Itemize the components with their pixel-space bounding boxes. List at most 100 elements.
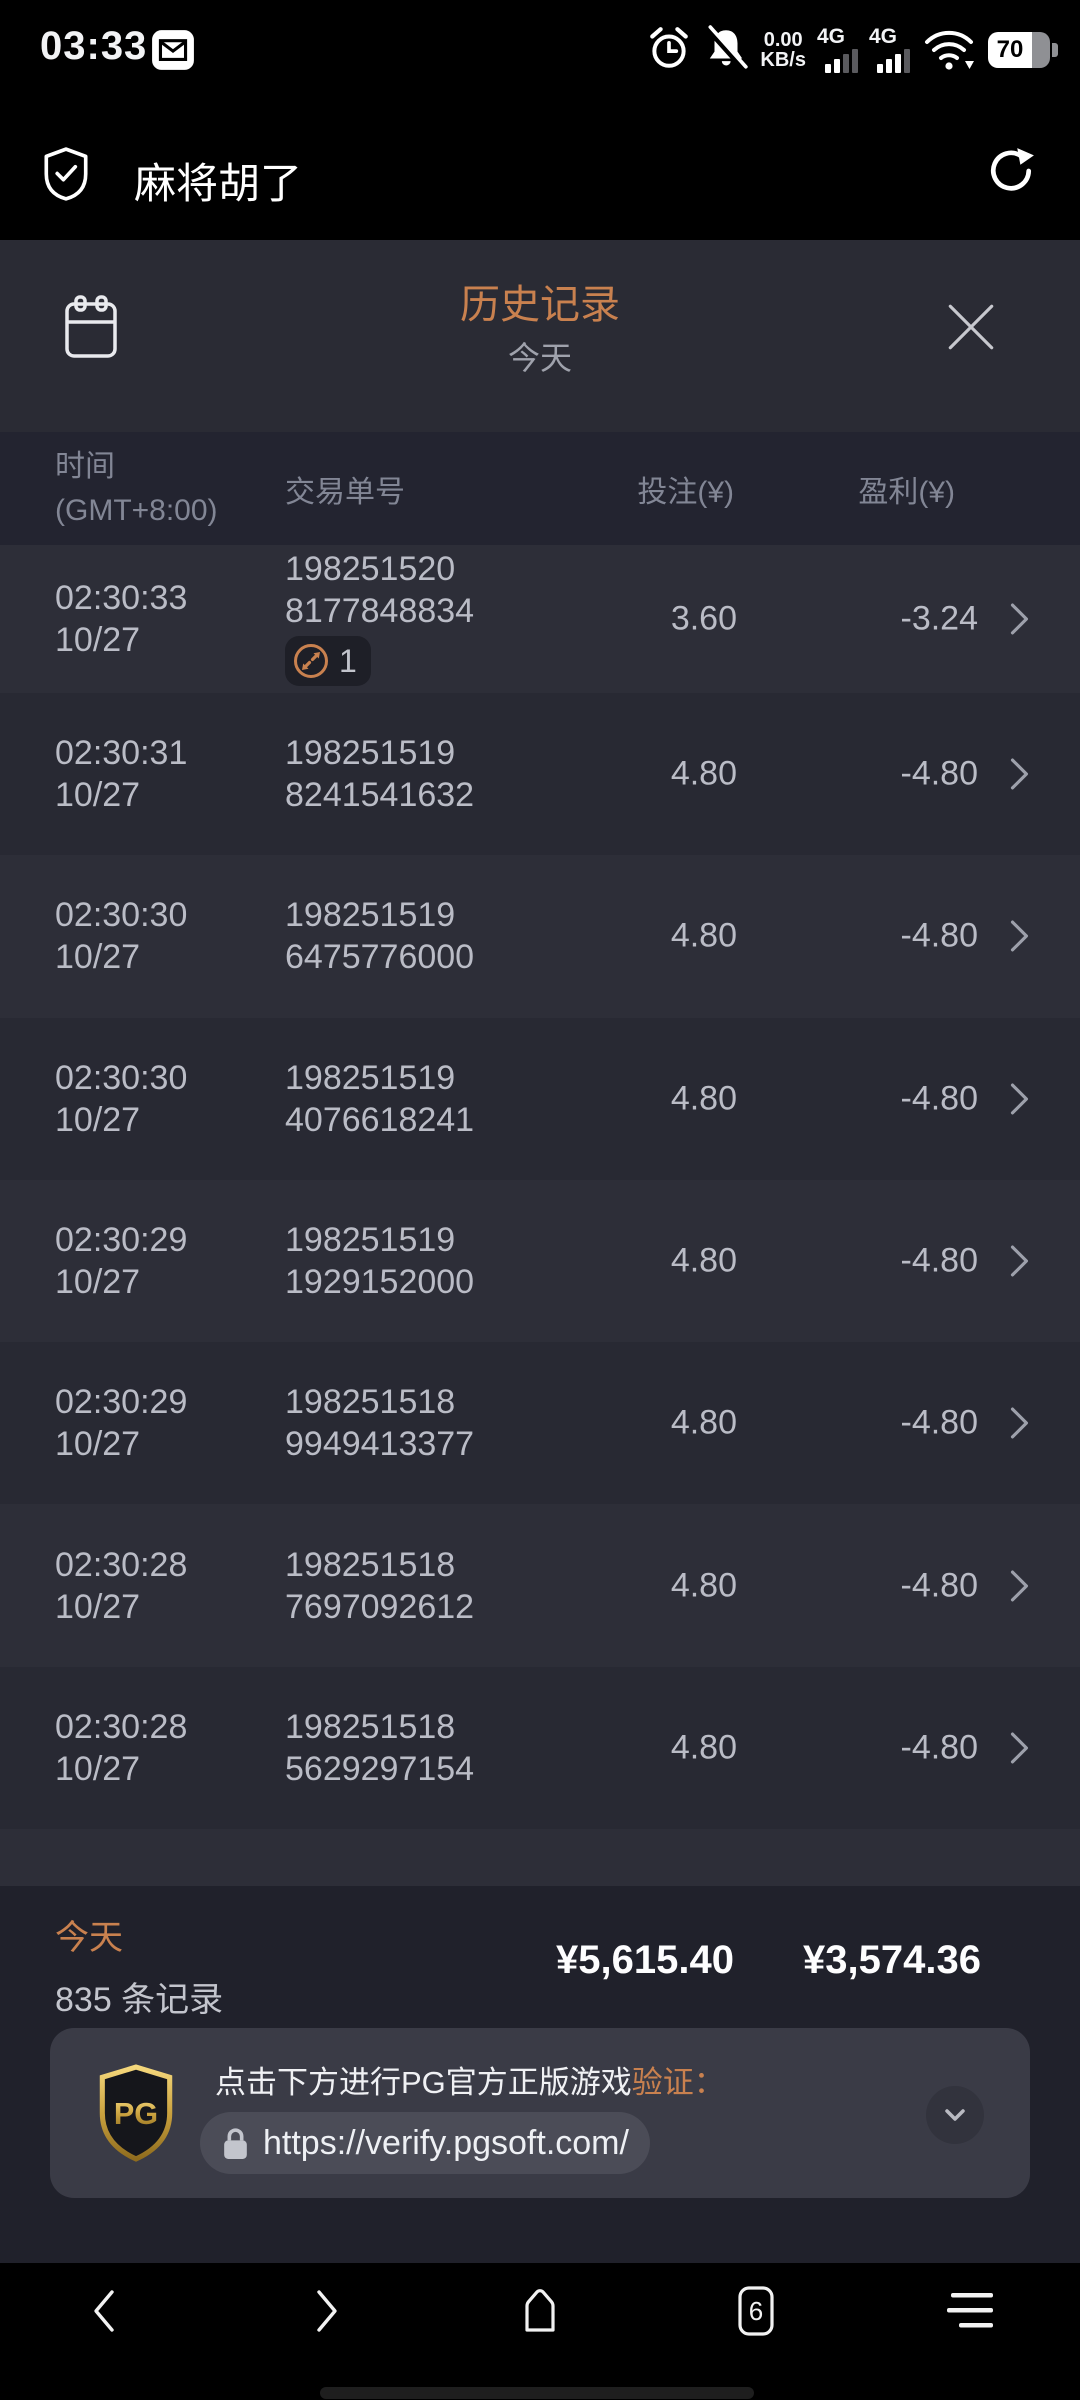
row-bet-amount: 4.80 — [670, 1728, 737, 1767]
nav-forward-button[interactable] — [296, 2283, 352, 2339]
table-row[interactable]: 02:30:33 10/27 198251520 8177848834 1 3.60… — [0, 545, 1080, 693]
row-transaction-id: 198251518 5629297154 — [285, 1707, 475, 1788]
history-panel: 历史记录 今天 时间 (GMT+8:00) 交易单号 投注(¥) 盈利(¥) 0… — [0, 240, 1080, 2264]
row-transaction-id: 198251518 9949413377 — [285, 1383, 475, 1464]
lock-icon — [224, 2127, 247, 2159]
summary-period: 今天 — [55, 1919, 123, 1958]
row-profit-amount: -4.80 — [900, 916, 979, 955]
table-row[interactable]: 02:30:30 10/27 198251519 4076618241 4.80 -… — [0, 1017, 1080, 1180]
sim1-signal-icon: 4G — [817, 26, 858, 73]
row-profit-amount: -3.24 — [900, 599, 979, 638]
close-icon[interactable] — [942, 298, 1000, 361]
table-header: 时间 (GMT+8:00) 交易单号 投注(¥) 盈利(¥) — [0, 432, 1080, 545]
panel-title: 历史记录 — [460, 283, 620, 327]
chevron-right-icon — [1010, 1570, 1029, 1602]
summary-total-profit: ¥3,574.36 — [803, 1938, 981, 1983]
row-profit-amount: -4.80 — [900, 1241, 979, 1280]
row-time: 02:30:29 10/27 — [55, 1221, 188, 1302]
verify-url-pill[interactable]: https://verify.pgsoft.com/ — [200, 2112, 650, 2175]
row-bet-amount: 4.80 — [670, 1403, 737, 1442]
row-profit-amount: -4.80 — [900, 1566, 979, 1605]
table-row[interactable]: 02:30:28 10/27 198251518 5629297154 4.80 -… — [0, 1666, 1080, 1830]
row-time: 02:30:28 10/27 — [55, 1707, 188, 1788]
browser-bar: 麻将胡了 — [0, 100, 1080, 240]
banner-collapse-button[interactable] — [926, 2086, 984, 2145]
row-bet-amount: 4.80 — [670, 1241, 737, 1280]
home-indicator-bar[interactable] — [320, 2387, 754, 2399]
calendar-icon[interactable] — [64, 294, 118, 365]
spin-arrows-icon — [294, 644, 328, 678]
table-row[interactable]: 02:30:31 10/27 198251519 8241541632 4.80 -… — [0, 693, 1080, 856]
row-time: 02:30:28 10/27 — [55, 1545, 188, 1626]
table-row[interactable]: 02:30:28 10/27 198251518 7697092612 4.80 -… — [0, 1504, 1080, 1667]
column-profit: 盈利(¥) — [858, 475, 955, 509]
row-time: 02:30:33 10/27 — [55, 579, 188, 659]
row-transaction-id: 198251519 4076618241 — [285, 1058, 475, 1139]
row-transaction-id: 198251519 6475776000 — [285, 896, 475, 977]
chevron-right-icon — [1010, 1732, 1029, 1764]
menu-icon — [947, 2293, 993, 2328]
row-profit-amount: -4.80 — [900, 754, 979, 793]
column-bet: 投注(¥) — [637, 475, 734, 509]
battery-indicator: 70 — [988, 32, 1058, 68]
row-transaction-id: 198251519 8241541632 — [285, 734, 475, 815]
nav-home-button[interactable] — [512, 2283, 568, 2339]
row-profit-amount: -4.80 — [900, 1079, 979, 1118]
column-transaction: 交易单号 — [285, 475, 405, 509]
table-row[interactable]: 02:30:30 10/27 198251519 6475776000 4.80 -… — [0, 855, 1080, 1018]
wifi-icon — [921, 25, 977, 76]
clock-time: 03:33 — [40, 24, 148, 68]
notifications-muted-icon — [703, 24, 749, 76]
message-notification-icon — [150, 26, 196, 77]
chevron-right-icon — [1010, 1083, 1029, 1115]
history-header: 历史记录 今天 — [0, 240, 1080, 432]
nav-back-button[interactable] — [79, 2283, 135, 2339]
row-bet-amount: 4.80 — [670, 754, 737, 793]
row-transaction-id: 198251520 8177848834 1 — [285, 548, 474, 690]
sim2-signal-icon: 4G — [869, 26, 910, 73]
chevron-right-icon — [1010, 603, 1029, 635]
pg-verify-banner: PG 点击下方进行PG官方正版游戏验证： https://verify.pgso… — [50, 2028, 1030, 2199]
home-icon — [525, 2289, 555, 2332]
page-title: 麻将胡了 — [134, 160, 303, 207]
secure-shield-check-icon[interactable] — [42, 146, 90, 207]
table-row[interactable]: 02:30:29 10/27 198251519 1929152000 4.80 -… — [0, 1179, 1080, 1343]
chevron-down-icon — [945, 2109, 965, 2121]
row-time: 02:30:31 10/27 — [55, 734, 188, 815]
row-time: 02:30:29 10/27 — [55, 1383, 188, 1464]
row-bet-amount: 4.80 — [670, 1079, 737, 1118]
row-bet-amount: 4.80 — [670, 1566, 737, 1605]
verify-url: https://verify.pgsoft.com/ — [263, 2123, 629, 2162]
chevron-right-icon — [1010, 1407, 1029, 1439]
network-speed: 0.00 KB/s — [760, 29, 806, 71]
summary-record-count: 835 条记录 — [55, 1981, 224, 2020]
chevron-right-icon — [1010, 920, 1029, 952]
bottom-navigation-bar: 6 — [0, 2263, 1080, 2400]
nav-tabs-button[interactable]: 6 — [728, 2283, 784, 2339]
row-transaction-id: 198251518 7697092612 — [285, 1545, 475, 1626]
row-time: 02:30:30 10/27 — [55, 1058, 188, 1139]
column-time: 时间 (GMT+8:00) — [55, 450, 218, 527]
nav-menu-button[interactable] — [943, 2283, 999, 2339]
tabs-icon: 6 — [738, 2286, 774, 2336]
free-spins-badge: 1 — [285, 636, 371, 686]
back-chevron-icon — [94, 2290, 114, 2332]
refresh-icon[interactable] — [986, 146, 1036, 201]
row-transaction-id: 198251519 1929152000 — [285, 1221, 475, 1302]
table-row[interactable]: 02:30:29 10/27 198251518 9949413377 4.80 -… — [0, 1342, 1080, 1505]
row-time: 02:30:30 10/27 — [55, 896, 188, 977]
panel-subtitle: 今天 — [507, 340, 572, 376]
chevron-right-icon — [1010, 1245, 1029, 1277]
pg-shield-logo: PG — [96, 2064, 176, 2167]
summary-total-bet: ¥5,615.40 — [556, 1938, 734, 1983]
row-bet-amount: 4.80 — [670, 916, 737, 955]
row-profit-amount: -4.80 — [900, 1728, 979, 1767]
banner-title: 点击下方进行PG官方正版游戏验证： — [215, 2065, 725, 2101]
svg-text:6: 6 — [749, 2296, 763, 2326]
status-bar: 03:33 0.00 KB/s 4G 4G — [0, 0, 1080, 100]
alarm-icon — [646, 25, 692, 76]
history-rows: 02:30:33 10/27 198251520 8177848834 1 3.60… — [0, 545, 1080, 1830]
svg-text:PG: PG — [114, 2097, 158, 2131]
row-bet-amount: 3.60 — [670, 599, 737, 638]
